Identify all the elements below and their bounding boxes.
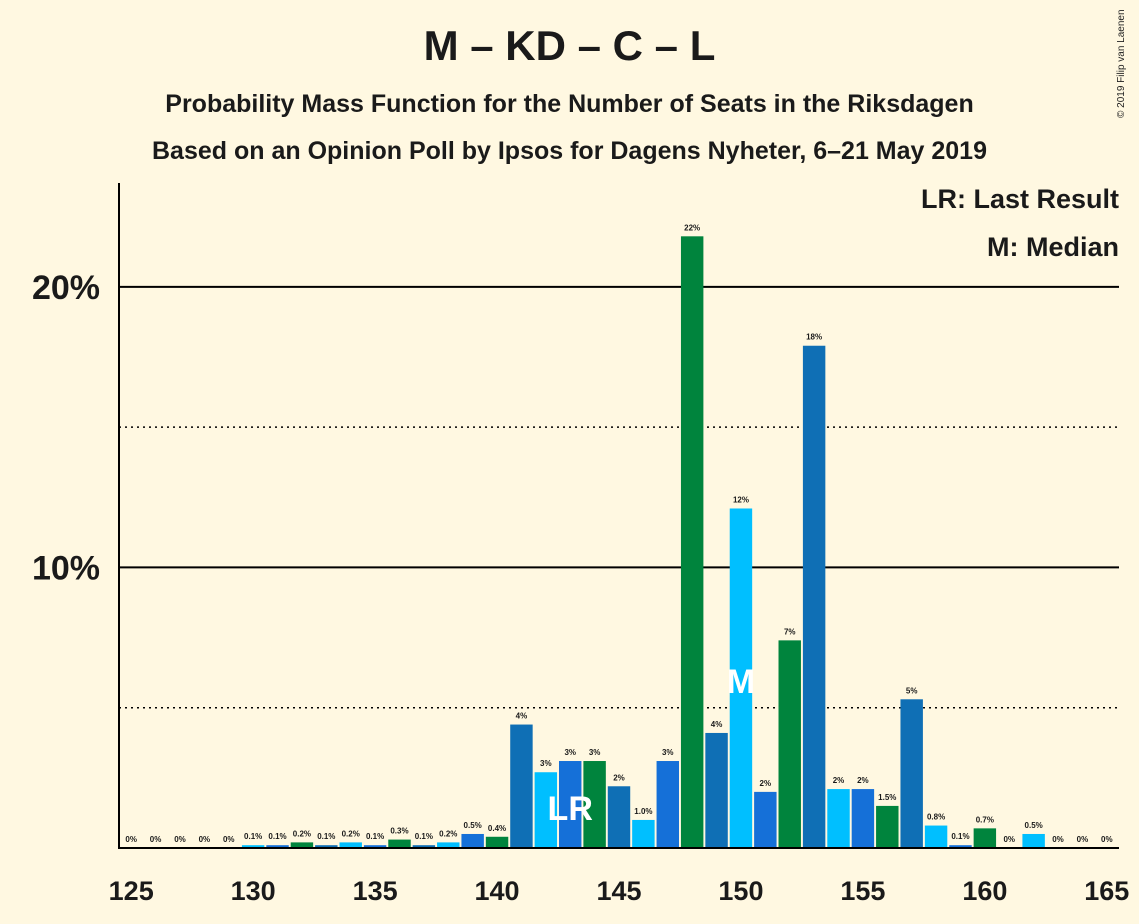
bar-seat-130 [241, 845, 265, 848]
x-tick-label-130: 130 [231, 876, 276, 906]
data-label-seat-154: 2% [833, 776, 845, 785]
data-label-seat-133: 0.1% [317, 832, 335, 841]
x-tick-label-125: 125 [109, 876, 154, 906]
data-label-seat-148: 22% [684, 223, 700, 232]
data-label-seat-127: 0% [174, 835, 186, 844]
bar-seat-147 [656, 761, 679, 848]
data-label-seat-141: 4% [516, 712, 528, 721]
x-tick-label-165: 165 [1084, 876, 1129, 906]
bar-seat-157 [900, 699, 923, 848]
bar-seat-155 [851, 789, 875, 848]
bar-seat-143 [559, 761, 582, 848]
data-label-seat-147: 3% [662, 748, 674, 757]
data-label-seat-137: 0.1% [415, 832, 433, 841]
median-marker: M [727, 663, 755, 701]
data-label-seat-153: 18% [806, 333, 822, 342]
data-label-seat-139: 0.5% [464, 821, 482, 830]
legend-last-result: LR: Last Result [920, 184, 1119, 214]
data-label-seat-160: 0.7% [976, 815, 994, 824]
data-label-seat-150: 12% [733, 495, 749, 504]
x-tick-label-150: 150 [718, 876, 763, 906]
data-label-seat-140: 0.4% [488, 824, 506, 833]
data-label-seat-161: 0% [1003, 835, 1015, 844]
x-tick-label-145: 145 [596, 876, 641, 906]
bar-seat-149 [705, 732, 728, 848]
data-label-seat-151: 2% [760, 779, 772, 788]
bar-seat-150 [729, 508, 753, 848]
last-result-marker: LR [548, 790, 593, 828]
bar-seat-142 [534, 772, 558, 848]
bar-seat-136 [388, 839, 411, 848]
data-label-seat-156: 1.5% [878, 793, 896, 802]
data-label-seat-126: 0% [150, 835, 162, 844]
bar-seat-141 [510, 724, 533, 848]
x-tick-label-155: 155 [840, 876, 885, 906]
bar-seat-154 [827, 789, 850, 848]
data-label-seat-142: 3% [540, 759, 552, 768]
bar-seat-162 [1022, 833, 1045, 848]
bar-seat-148 [680, 236, 704, 848]
x-tick-label-160: 160 [962, 876, 1007, 906]
data-label-seat-155: 2% [857, 776, 869, 785]
bar-seat-140 [485, 836, 509, 848]
data-label-seat-164: 0% [1077, 835, 1089, 844]
chart-subtitle-2: Based on an Opinion Poll by Ipsos for Da… [152, 137, 987, 165]
data-label-seat-158: 0.8% [927, 813, 945, 822]
data-label-seat-146: 1.0% [634, 807, 652, 816]
y-tick-label-20: 20% [32, 269, 100, 307]
legend-median: M: Median [987, 232, 1119, 262]
data-label-seat-125: 0% [125, 835, 137, 844]
data-label-seat-136: 0.3% [390, 827, 408, 836]
bar-seat-145 [607, 786, 631, 848]
bar-seat-138 [437, 842, 460, 848]
bar-seat-133 [315, 845, 338, 848]
data-label-seat-145: 2% [613, 773, 625, 782]
data-label-seat-157: 5% [906, 686, 918, 695]
bar-seat-135 [363, 845, 387, 848]
chart-subtitle-1: Probability Mass Function for the Number… [165, 90, 974, 118]
bar-seat-144 [583, 761, 606, 848]
bar-seat-151 [754, 791, 777, 848]
bar-seat-132 [290, 842, 314, 848]
data-label-seat-135: 0.1% [366, 832, 384, 841]
data-label-seat-132: 0.2% [293, 829, 311, 838]
data-label-seat-149: 4% [711, 720, 723, 729]
data-label-seat-165: 0% [1101, 835, 1113, 844]
data-label-seat-144: 3% [589, 748, 601, 757]
bar-seat-146 [632, 819, 655, 848]
y-tick-label-10: 10% [32, 549, 100, 587]
bar-seat-152 [778, 640, 801, 848]
data-label-seat-131: 0.1% [268, 832, 286, 841]
data-label-seat-163: 0% [1052, 835, 1064, 844]
data-label-seat-134: 0.2% [342, 829, 360, 838]
bar-seat-160 [973, 828, 997, 848]
data-label-seat-130: 0.1% [244, 832, 262, 841]
bar-seat-153 [802, 345, 826, 848]
x-tick-label-140: 140 [475, 876, 520, 906]
data-label-seat-138: 0.2% [439, 829, 457, 838]
data-label-seat-162: 0.5% [1025, 821, 1043, 830]
bar-seat-158 [924, 825, 948, 848]
bar-seat-131 [266, 845, 289, 848]
bar-seat-159 [949, 845, 972, 848]
data-label-seat-143: 3% [564, 748, 576, 757]
data-label-seat-129: 0% [223, 835, 235, 844]
bar-seat-156 [876, 805, 899, 848]
bar-seat-139 [461, 833, 484, 848]
data-label-seat-128: 0% [199, 835, 211, 844]
bar-seat-134 [339, 842, 362, 848]
chart-title: M – KD – C – L [423, 22, 716, 69]
x-tick-label-135: 135 [353, 876, 398, 906]
data-label-seat-152: 7% [784, 627, 796, 636]
data-label-seat-159: 0.1% [951, 832, 969, 841]
bar-seat-137 [412, 845, 436, 848]
